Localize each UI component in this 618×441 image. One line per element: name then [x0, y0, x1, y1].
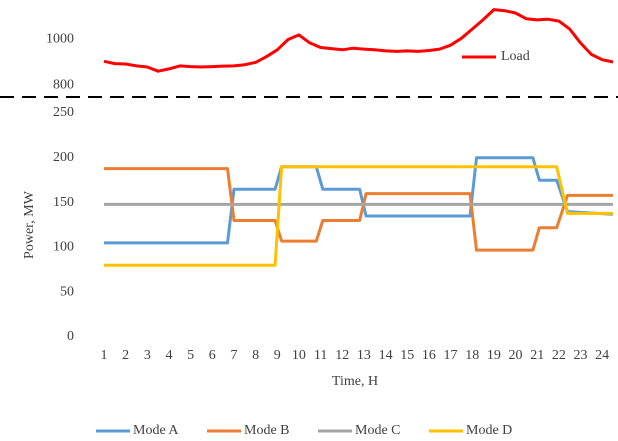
x-tick-label: 6 [209, 348, 216, 363]
x-tick-label: 21 [530, 348, 544, 363]
x-tick-label: 1 [101, 348, 108, 363]
x-tick-label: 19 [487, 348, 501, 363]
x-tick-label: 17 [444, 348, 458, 363]
x-tick-label: 16 [422, 348, 436, 363]
x-axis-title: Time, H [332, 374, 378, 389]
x-tick-label: 13 [357, 348, 371, 363]
x-tick-label: 24 [595, 348, 609, 363]
series-line [103, 8, 614, 73]
y-tick-label: 50 [60, 284, 74, 299]
y-axis-title: Power, MW [22, 190, 37, 259]
y-tick-label: 1000 [46, 32, 74, 47]
legend-label: Mode C [355, 423, 401, 438]
x-tick-label: 5 [187, 348, 194, 363]
legend-label: Mode A [133, 423, 179, 438]
x-tick-label: 11 [314, 348, 327, 363]
legend-label: Load [501, 49, 530, 64]
x-tick-label: 8 [252, 348, 259, 363]
x-tick-label: 3 [144, 348, 151, 363]
x-tick-label: 9 [274, 348, 281, 363]
x-tick-label: 22 [552, 348, 566, 363]
x-tick-label: 18 [465, 348, 479, 363]
x-tick-label: 4 [165, 348, 172, 363]
y-tick-label: 800 [53, 78, 74, 93]
y-tick-label: 0 [67, 329, 74, 344]
x-tick-label: 7 [230, 348, 237, 363]
y-tick-label: 150 [53, 195, 74, 210]
series-line [104, 165, 613, 267]
x-tick-label: 14 [379, 348, 393, 363]
x-tick-label: 2 [122, 348, 129, 363]
x-tick-label: 15 [400, 348, 414, 363]
series-line [104, 167, 613, 252]
x-tick-label: 20 [509, 348, 523, 363]
x-tick-label: 10 [292, 348, 306, 363]
series-line [104, 156, 614, 245]
x-tick-label: 23 [574, 348, 588, 363]
y-tick-label: 100 [53, 240, 74, 255]
y-tick-label: 250 [53, 105, 74, 120]
x-tick-label: 12 [335, 348, 349, 363]
legend-label: Mode B [244, 423, 290, 438]
legend-label: Mode D [466, 423, 512, 438]
y-tick-label: 200 [53, 150, 74, 165]
